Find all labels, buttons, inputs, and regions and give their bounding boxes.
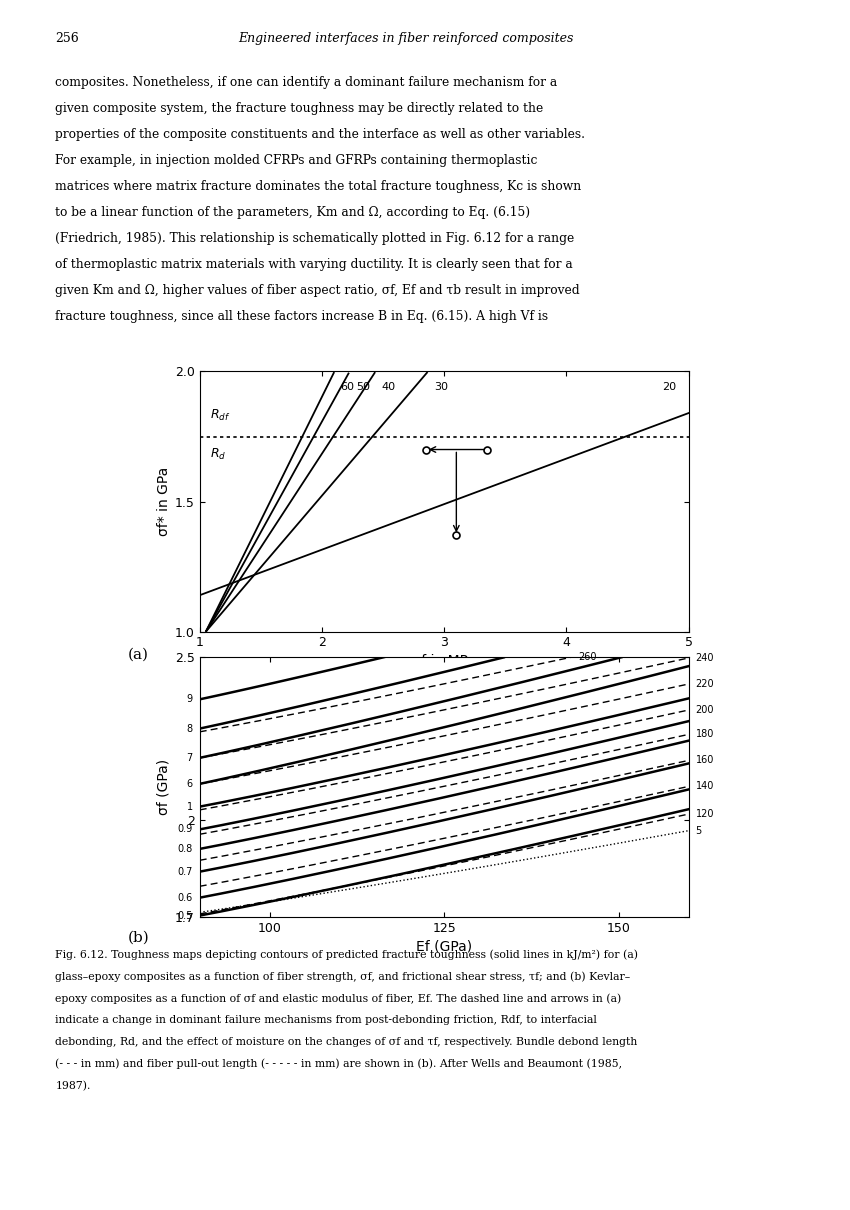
Text: given Km and Ω, higher values of fiber aspect ratio, σf, Ef and τb result in imp: given Km and Ω, higher values of fiber a… [55,284,580,298]
X-axis label: Ef (GPa): Ef (GPa) [416,939,473,953]
Text: 40: 40 [382,382,396,392]
Text: debonding, Rd, and the effect of moisture on the changes of σf and τf, respectiv: debonding, Rd, and the effect of moistur… [55,1037,638,1047]
Text: 140: 140 [695,782,714,791]
Text: 1987).: 1987). [55,1081,91,1091]
Text: (b): (b) [128,930,150,944]
Text: given composite system, the fracture toughness may be directly related to the: given composite system, the fracture tou… [55,102,543,115]
Text: 6: 6 [187,779,193,789]
Text: 60: 60 [341,382,354,392]
X-axis label: τf in MPa: τf in MPa [412,653,476,668]
Text: 220: 220 [695,679,714,688]
Text: 0.5: 0.5 [178,911,193,921]
Text: (- - - in mm) and fiber pull-out length (- - - - - in mm) are shown in (b). Afte: (- - - in mm) and fiber pull-out length … [55,1059,622,1070]
Text: 256: 256 [55,33,79,45]
Text: 180: 180 [695,730,714,739]
Text: 1: 1 [187,801,193,812]
Text: 7: 7 [186,753,193,762]
Text: Fig. 6.12. Toughness maps depicting contours of predicted fracture toughness (so: Fig. 6.12. Toughness maps depicting cont… [55,950,638,961]
Text: 30: 30 [434,382,448,392]
Y-axis label: σf* in GPa: σf* in GPa [157,467,171,536]
Text: 200: 200 [695,705,714,715]
Text: composites. Nonetheless, if one can identify a dominant failure mechanism for a: composites. Nonetheless, if one can iden… [55,76,558,90]
Text: Engineered interfaces in fiber reinforced composites: Engineered interfaces in fiber reinforce… [238,33,574,45]
Text: 50: 50 [355,382,370,392]
Text: (Friedrich, 1985). This relationship is schematically plotted in Fig. 6.12 for a: (Friedrich, 1985). This relationship is … [55,232,575,246]
Text: 9: 9 [187,695,193,704]
Text: 0.7: 0.7 [178,866,193,877]
Text: properties of the composite constituents and the interface as well as other vari: properties of the composite constituents… [55,128,586,142]
Y-axis label: σf (GPa): σf (GPa) [157,759,171,816]
Text: 160: 160 [695,755,714,766]
Text: $R_d$: $R_d$ [209,448,226,462]
Text: to be a linear function of the parameters, Km and Ω, according to Eq. (6.15): to be a linear function of the parameter… [55,206,530,219]
Text: 0.9: 0.9 [178,824,193,835]
Text: 0.8: 0.8 [178,843,193,854]
Text: For example, in injection molded CFRPs and GFRPs containing thermoplastic: For example, in injection molded CFRPs a… [55,154,537,167]
Text: of thermoplastic matrix materials with varying ductility. It is clearly seen tha: of thermoplastic matrix materials with v… [55,258,573,271]
Text: 0.6: 0.6 [178,893,193,903]
Text: $R_{df}$: $R_{df}$ [209,408,230,424]
Text: (a): (a) [128,647,149,661]
Text: 260: 260 [578,652,597,662]
Text: fracture toughness, since all these factors increase B in Eq. (6.15). A high Vf : fracture toughness, since all these fact… [55,310,548,323]
Text: 240: 240 [695,653,714,663]
Text: matrices where matrix fracture dominates the total fracture toughness, Kc is sho: matrices where matrix fracture dominates… [55,180,581,194]
Text: glass–epoxy composites as a function of fiber strength, σf, and frictional shear: glass–epoxy composites as a function of … [55,972,631,983]
Text: indicate a change in dominant failure mechanisms from post-debonding friction, R: indicate a change in dominant failure me… [55,1015,597,1025]
Text: 5: 5 [695,825,702,836]
Text: 20: 20 [662,382,677,392]
Text: 8: 8 [187,724,193,733]
Text: 120: 120 [695,809,714,819]
Text: epoxy composites as a function of σf and elastic modulus of fiber, Ef. The dashe: epoxy composites as a function of σf and… [55,993,621,1004]
